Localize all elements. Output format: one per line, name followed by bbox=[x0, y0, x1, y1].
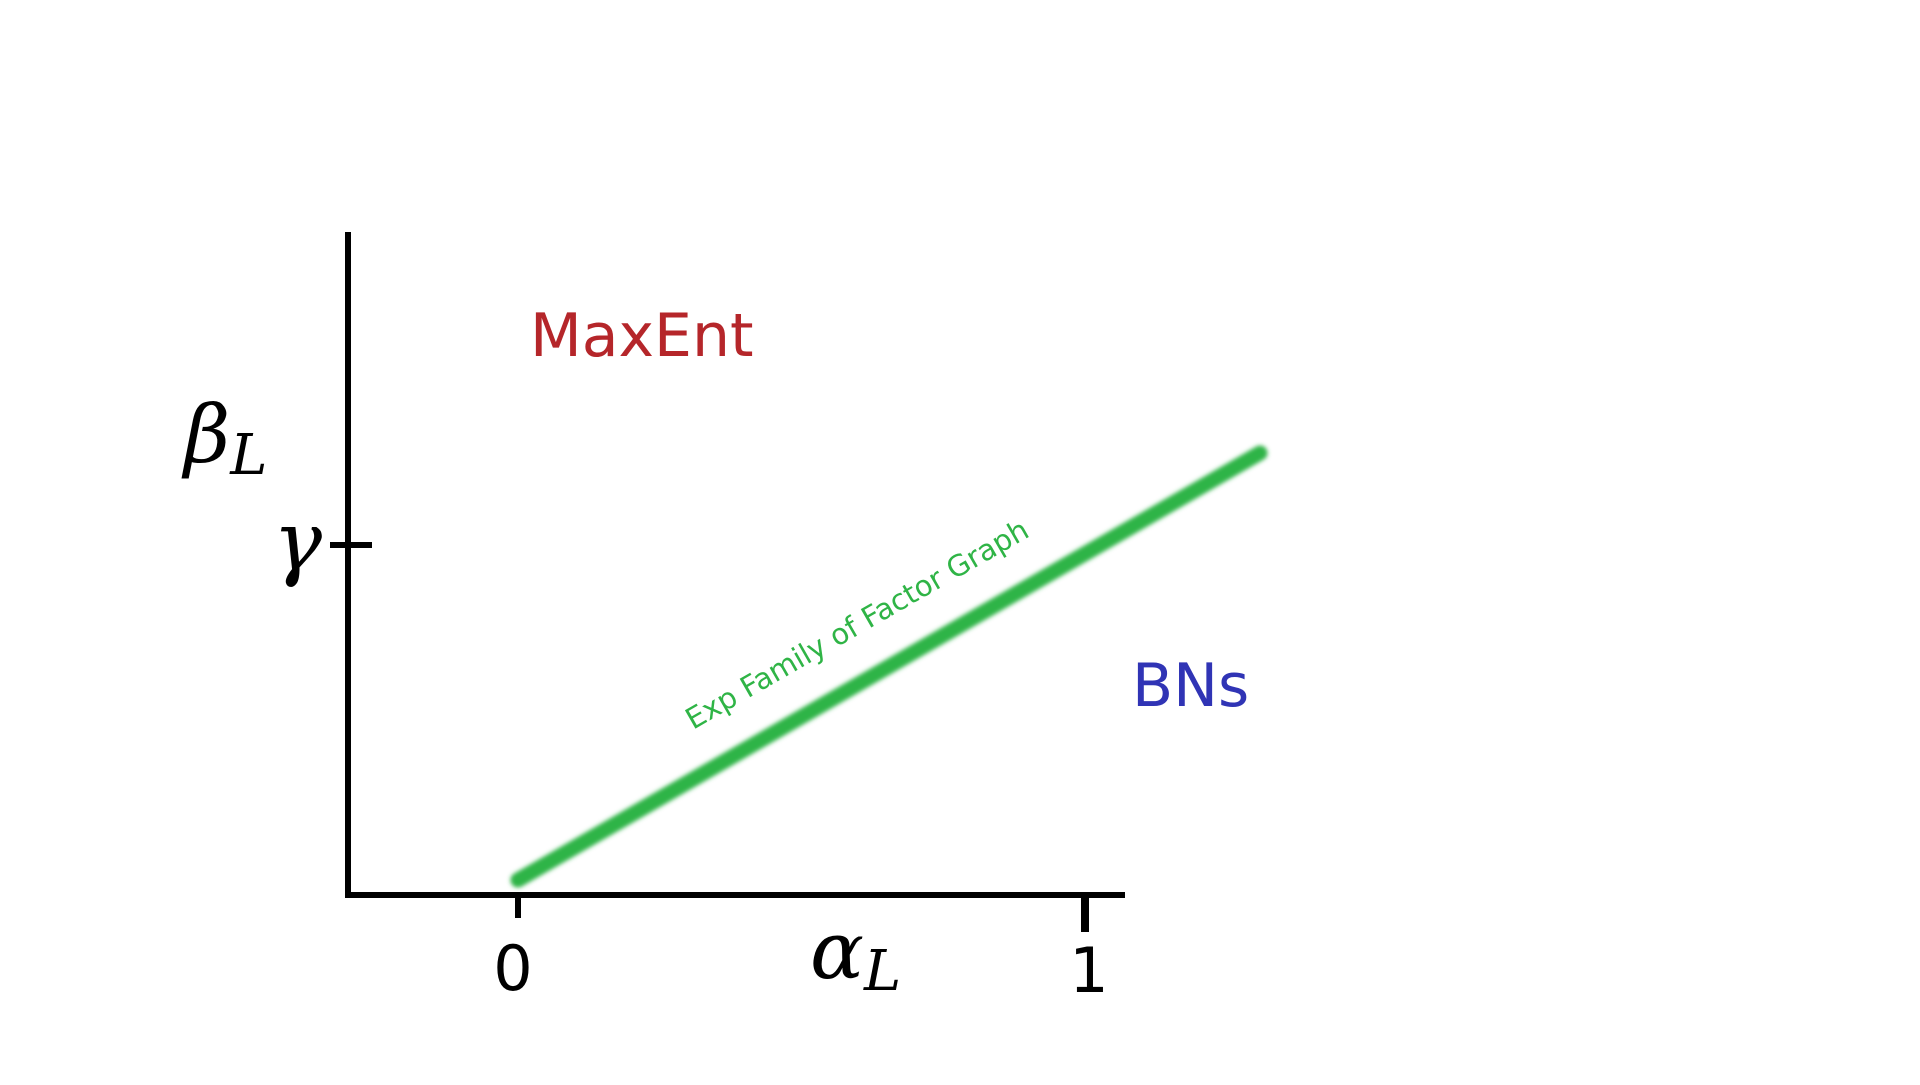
y-axis-label: βL bbox=[181, 388, 267, 488]
x-tick-label-1: 1 bbox=[1069, 934, 1108, 1007]
x-axis-label: αL bbox=[810, 904, 901, 1004]
exp-family-line bbox=[510, 445, 1268, 888]
y-axis-subscript: L bbox=[229, 423, 267, 488]
bns-label: BNs bbox=[1132, 651, 1249, 721]
x-axis-subscript: L bbox=[863, 939, 901, 1004]
x-axis-symbol: α bbox=[810, 904, 864, 997]
x-tick-label-0: 0 bbox=[493, 932, 532, 1005]
y-tick-label-gamma: γ bbox=[273, 495, 323, 590]
exp-family-label: Exp Family of Factor Graph bbox=[680, 512, 1035, 736]
y-axis-symbol: β bbox=[181, 388, 230, 481]
maxent-label: MaxEnt bbox=[530, 301, 754, 371]
